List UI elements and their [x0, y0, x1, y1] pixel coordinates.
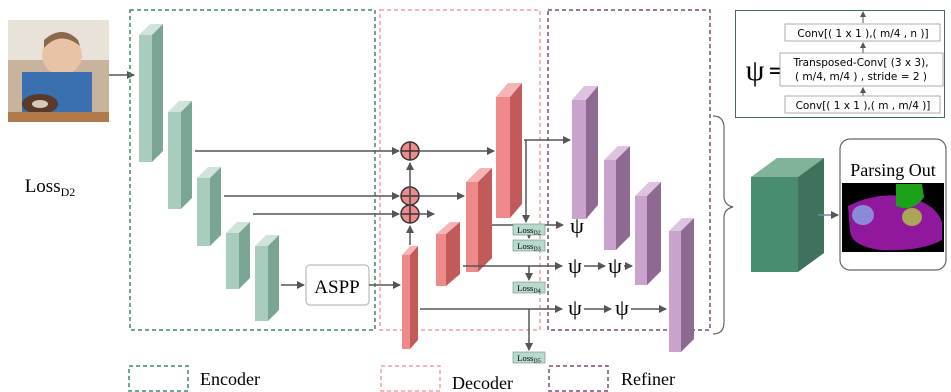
legend-encoder-swatch: [128, 365, 189, 392]
svg-text:LossD2: LossD2: [517, 225, 540, 237]
conv-top-label: Conv[( 1 x 1 ),( m/4 , n )]: [797, 28, 928, 40]
plus-circle-icon: [400, 141, 420, 161]
legend-decoder-swatch: [380, 365, 441, 392]
decoder-block-1: [402, 246, 418, 349]
conv-bottom-box: [784, 95, 940, 113]
transposed-conv-line1: Transposed-Conv[ (3 x 3),: [792, 57, 928, 69]
loss-tag-d2: LossD2: [512, 223, 546, 237]
svg-text:LossD3: LossD3: [517, 241, 540, 253]
parsing-out-title: Parsing Out: [850, 160, 936, 180]
psi-symbol: ψ: [608, 253, 622, 278]
encoder-block-4: [226, 222, 250, 289]
psi-symbol: ψ: [568, 253, 582, 278]
output-block: [751, 158, 824, 272]
transposed-conv-line2: ( m/4, m/4 ) , stride = 2 ): [795, 71, 927, 83]
legend-encoder-label: Encoder: [200, 369, 260, 389]
encoder-block-2: [168, 101, 192, 209]
parsing-map: [842, 183, 944, 252]
decoder-block-3: [466, 168, 492, 272]
refiner-brace: [712, 115, 734, 335]
psi-symbol: ψ: [568, 295, 582, 320]
conv-top-box: [784, 23, 940, 41]
refiner-block-4: [669, 218, 694, 352]
refiner-block-2: [604, 146, 630, 250]
decoder-block-2: [436, 222, 460, 286]
psi-definition-box: ψ = Conv[( 1 x 1 ),( m/4 , n )] Transpos…: [735, 10, 945, 118]
encoder-block-5: [255, 235, 279, 321]
transposed-conv-box: [779, 52, 943, 86]
psi-symbol: ψ: [615, 295, 629, 320]
loss-tag-d3: LossD3: [512, 239, 546, 253]
plus-circle-icon: [400, 204, 420, 224]
refiner-block-3: [635, 182, 661, 285]
loss-tag-d4: LossD4: [512, 281, 546, 295]
loss-d2-label: LossD2: [25, 176, 76, 199]
legend-decoder-label: Decoder: [452, 373, 513, 392]
legend-refiner-label: Refiner: [621, 369, 675, 389]
conv-bottom-label: Conv[( 1 x 1 ),( m , m/4 )]: [795, 100, 930, 112]
input-photo: [8, 20, 109, 122]
encoder-block-1: [139, 24, 163, 162]
refiner-frame: [547, 9, 711, 331]
aspp-label: ASPP: [314, 277, 359, 298]
loss-tag-d5: LossD5: [512, 351, 546, 365]
svg-text:LossD5: LossD5: [517, 353, 540, 365]
legend-refiner-swatch: [548, 365, 609, 392]
decoder-block-4: [496, 83, 522, 218]
encoder-block-3: [197, 167, 221, 246]
refiner-block-1: [572, 86, 598, 219]
svg-text:LossD4: LossD4: [517, 283, 540, 295]
encoder-frame: [129, 9, 376, 331]
decoder-frame: [379, 9, 541, 331]
psi-symbol: ψ: [745, 54, 764, 87]
psi-symbol: ψ: [570, 213, 584, 238]
